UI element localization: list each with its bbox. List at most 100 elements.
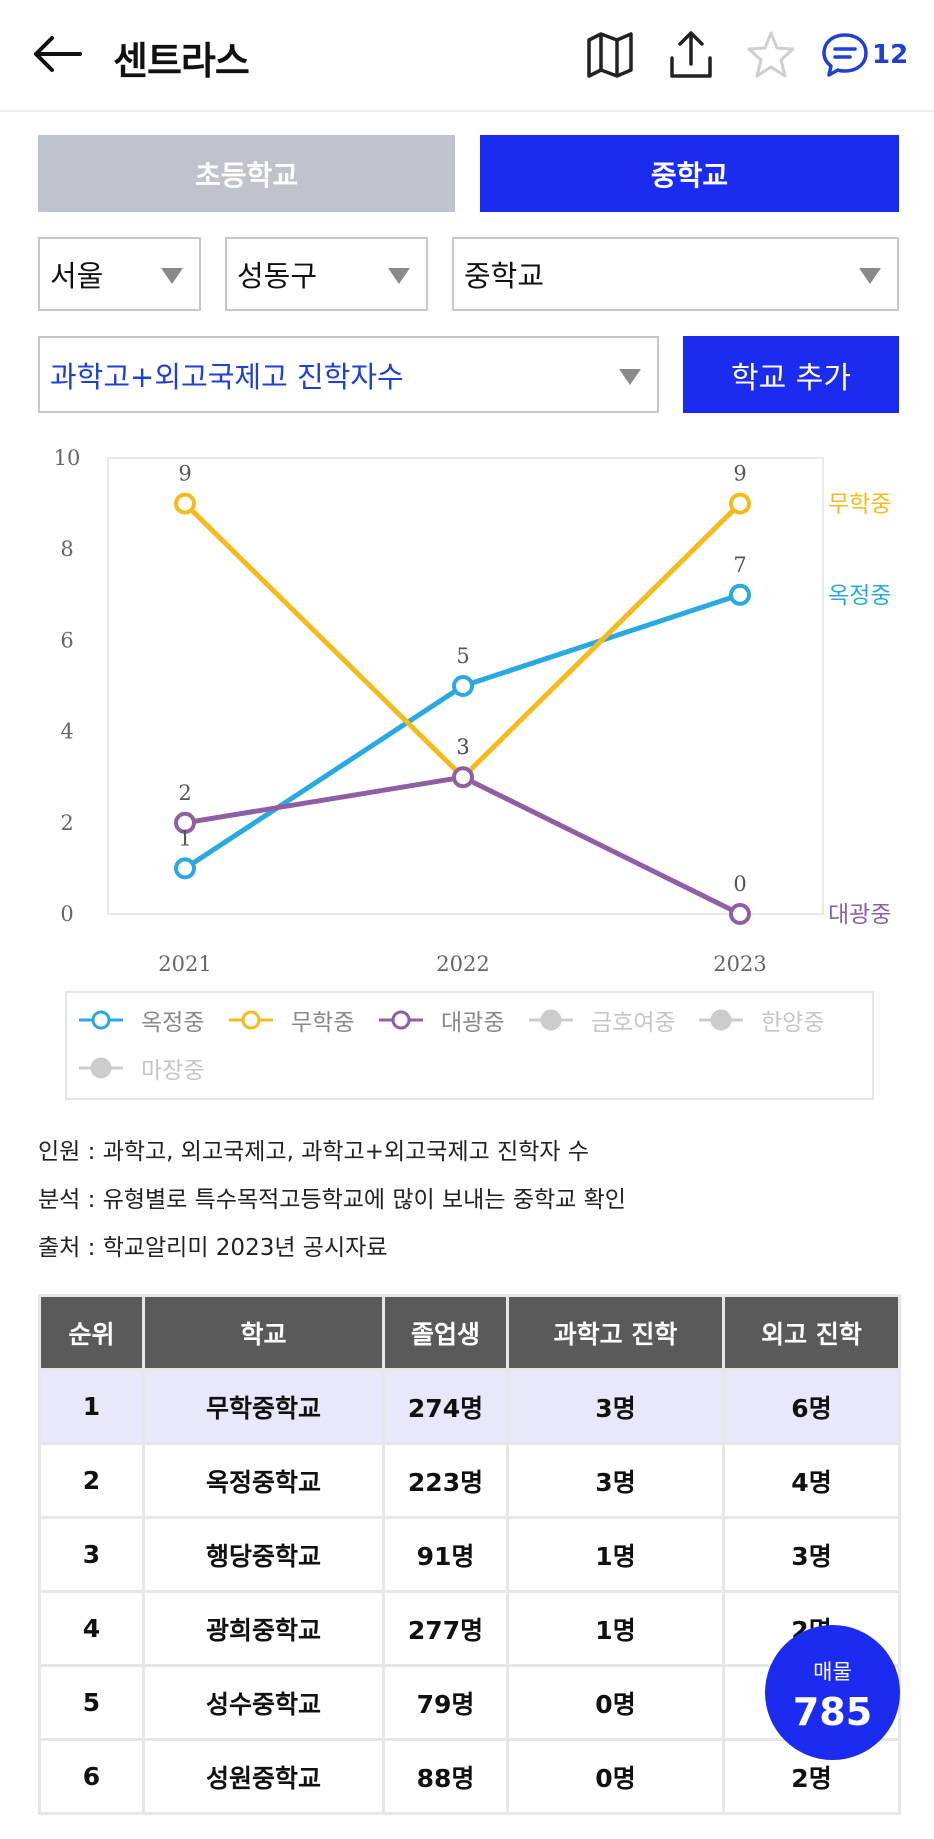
star-icon[interactable] xyxy=(744,28,798,82)
data-label: 9 xyxy=(178,462,191,486)
table-row[interactable]: 2 옥정중학교 223명 3명 4명 xyxy=(38,1442,901,1519)
tab-middle-school[interactable]: 중학교 xyxy=(480,135,899,212)
comment-icon[interactable] xyxy=(818,28,872,82)
data-label: 2 xyxy=(178,781,191,805)
series-line xyxy=(183,592,741,871)
y-tick-label: 8 xyxy=(60,537,73,561)
cell-foreign: 4명 xyxy=(722,1442,901,1519)
legend-item[interactable]: 금호여중 xyxy=(527,1003,676,1037)
cell-rank: 4 xyxy=(38,1590,145,1667)
legend-marker-disabled-icon xyxy=(79,1057,123,1079)
x-tick-label: 2023 xyxy=(713,952,766,976)
table-row[interactable]: 3 행당중학교 91명 1명 3명 xyxy=(38,1516,901,1593)
metric-value: 과학고+외고국제고 진학자수 xyxy=(50,359,404,394)
legend-item[interactable]: 마장중 xyxy=(77,1051,204,1085)
chevron-down-icon xyxy=(161,268,183,284)
legend-item[interactable]: 한양중 xyxy=(697,1003,824,1037)
cell-school: 성원중학교 xyxy=(142,1738,385,1815)
back-arrow-icon[interactable] xyxy=(30,34,84,74)
data-point xyxy=(174,811,196,834)
y-tick-label: 0 xyxy=(60,902,73,926)
data-label: 3 xyxy=(456,735,469,759)
y-tick-label: 4 xyxy=(60,720,73,744)
chevron-down-icon xyxy=(619,369,641,385)
col-header-school: 학교 xyxy=(142,1294,385,1371)
cell-rank: 5 xyxy=(38,1664,145,1741)
district-value: 성동구 xyxy=(237,259,318,293)
note-source: 출처 : 학교알리미 2023년 공시자료 xyxy=(38,1235,388,1261)
cell-rank: 3 xyxy=(38,1516,145,1593)
data-point xyxy=(174,492,196,515)
cell-foreign: 6명 xyxy=(722,1368,901,1445)
cell-science: 0명 xyxy=(506,1738,725,1815)
legend-marker-disabled-icon xyxy=(699,1009,743,1031)
table-row[interactable]: 4광희중학교277명1명2명 xyxy=(38,1590,901,1667)
cell-school: 무학중학교 xyxy=(142,1368,385,1445)
school-type-select[interactable]: 중학교 xyxy=(452,237,899,311)
cell-graduates: 79명 xyxy=(382,1664,509,1741)
col-header-rank: 순위 xyxy=(38,1294,145,1371)
x-tick-label: 2021 xyxy=(158,952,211,976)
cell-rank: 2 xyxy=(38,1442,145,1519)
col-header-graduates: 졸업생 xyxy=(382,1294,509,1371)
series-end-label: 무학중 xyxy=(828,491,891,517)
add-school-button[interactable]: 학교 추가 xyxy=(683,336,899,413)
legend-label: 대광중 xyxy=(441,1010,505,1036)
comment-count: 12 xyxy=(872,40,909,70)
school-ranking-table: 순위 학교 졸업생 과학고 진학 외고 진학 1 무학중학교 274명 3명 6명 2 옥정… xyxy=(38,1294,901,1815)
y-tick-label: 10 xyxy=(54,446,81,470)
district-select[interactable]: 성동구 xyxy=(225,237,428,311)
legend-label: 옥정중 xyxy=(141,1010,205,1036)
series-line xyxy=(184,774,742,917)
legend-label: 한양중 xyxy=(761,1010,825,1036)
school-type-value: 중학교 xyxy=(464,259,545,293)
data-point xyxy=(452,675,474,697)
data-point xyxy=(174,857,196,880)
data-label: 1 xyxy=(178,826,191,850)
cell-graduates: 274명 xyxy=(382,1368,509,1445)
legend-label: 금호여중 xyxy=(591,1010,676,1036)
table-row[interactable]: 6 성원중학교 88명 0명 2명 xyxy=(38,1738,901,1815)
cell-school: 성수중학교 xyxy=(142,1664,385,1741)
table-header-row: 순위 학교 졸업생 과학고 진학 외고 진학 xyxy=(38,1294,901,1371)
legend-label: 무학중 xyxy=(291,1010,355,1036)
data-point xyxy=(729,903,751,925)
cell-graduates: 223명 xyxy=(382,1442,509,1519)
listings-label: 매물 xyxy=(813,1659,852,1684)
series-end-label: 대광중 xyxy=(828,901,891,927)
legend-marker-icon xyxy=(79,1010,123,1030)
metric-select[interactable]: 과학고+외고국제고 진학자수 xyxy=(38,336,659,413)
cell-graduates: 91명 xyxy=(382,1516,509,1593)
col-header-foreign: 외고 진학 xyxy=(722,1294,901,1371)
cell-science: 0명 xyxy=(506,1664,725,1741)
tab-elementary[interactable]: 초등학교 xyxy=(38,135,455,212)
listings-count: 785 xyxy=(792,1689,873,1734)
cell-science: 3명 xyxy=(506,1368,725,1445)
region-select[interactable]: 서울 xyxy=(38,237,201,311)
data-label: 3 xyxy=(456,735,469,759)
data-label: 0 xyxy=(733,872,746,896)
cell-rank: 1 xyxy=(38,1368,145,1445)
legend-marker-icon xyxy=(379,1010,423,1030)
legend-item[interactable]: 옥정중 xyxy=(77,1003,204,1037)
series-end-label: 옥정중 xyxy=(828,582,891,608)
legend-item[interactable]: 무학중 xyxy=(227,1003,354,1037)
chevron-down-icon xyxy=(388,268,410,284)
cell-foreign: 3명 xyxy=(722,1516,901,1593)
app-header: 센트라스 12 xyxy=(0,0,934,112)
cell-school: 옥정중학교 xyxy=(142,1442,385,1519)
share-icon[interactable] xyxy=(664,28,718,82)
cell-school: 행당중학교 xyxy=(142,1516,385,1593)
map-icon[interactable] xyxy=(583,28,637,82)
legend-marker-disabled-icon xyxy=(529,1009,573,1031)
x-tick-label: 2022 xyxy=(436,952,489,976)
cell-graduates: 277명 xyxy=(382,1590,509,1667)
legend-label: 마장중 xyxy=(141,1058,205,1084)
listings-badge-button[interactable]: 매물 785 xyxy=(765,1625,900,1760)
legend-item[interactable]: 대광중 xyxy=(377,1003,504,1037)
cell-rank: 6 xyxy=(38,1738,145,1815)
data-point xyxy=(729,583,751,606)
chevron-down-icon xyxy=(859,268,881,284)
table-row[interactable]: 1 무학중학교 274명 3명 6명 xyxy=(38,1368,901,1445)
